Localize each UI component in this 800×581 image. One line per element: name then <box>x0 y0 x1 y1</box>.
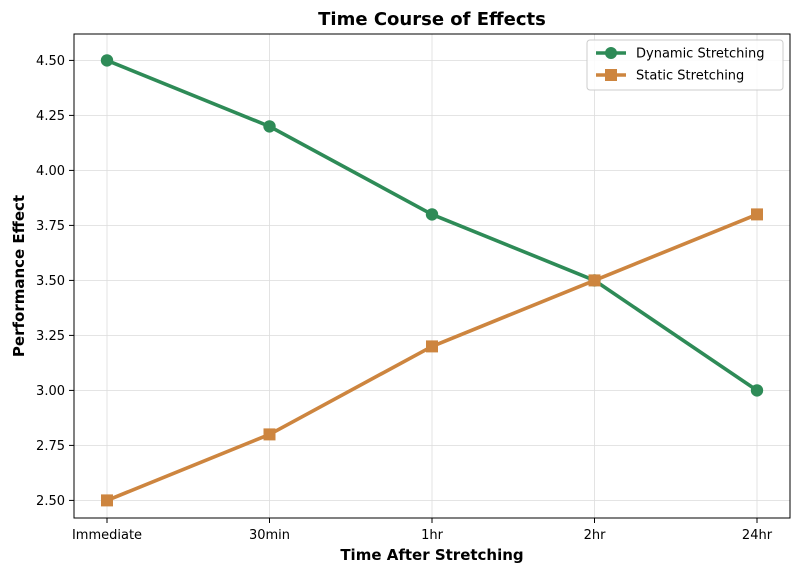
y-tick-label: 3.00 <box>36 384 65 399</box>
data-point-dynamic-stretching <box>100 54 114 67</box>
legend-marker-dynamic-stretching <box>605 47 617 59</box>
x-tick-label: 30min <box>249 528 290 543</box>
grid <box>74 34 790 518</box>
y-tick-label: 3.50 <box>36 274 65 289</box>
data-point-static-stretching <box>751 208 763 221</box>
legend-box <box>586 39 784 91</box>
x-axis: Immediate 30min 1hr 2hr 24hr <box>72 518 773 543</box>
y-tick-label: 4.50 <box>36 54 65 69</box>
chart-title: Time Course of Effects <box>318 9 546 30</box>
data-point-static-stretching <box>101 494 113 507</box>
data-point-dynamic-stretching <box>425 208 439 221</box>
x-tick-label: 24hr <box>742 528 773 543</box>
data-point-dynamic-stretching <box>750 384 764 397</box>
y-tick-label: 2.75 <box>36 439 65 454</box>
y-axis-label: Performance Effect <box>10 195 28 357</box>
y-tick-label: 4.00 <box>36 164 65 179</box>
legend-label-dynamic-stretching: Dynamic Stretching <box>636 47 764 62</box>
legend: Dynamic Stretching Static Stretching <box>586 39 784 91</box>
data-point-static-stretching <box>426 340 438 353</box>
x-tick-label: 1hr <box>421 528 444 543</box>
y-tick-label: 3.25 <box>36 329 65 344</box>
x-axis-label: Time After Stretching <box>340 546 523 564</box>
series-group <box>100 54 764 507</box>
x-tick-label: Immediate <box>72 528 142 543</box>
legend-marker-static-stretching <box>605 69 617 81</box>
data-point-static-stretching <box>263 428 276 441</box>
y-tick-label: 3.75 <box>36 219 65 234</box>
y-tick-label: 4.25 <box>36 109 65 124</box>
legend-label-static-stretching: Static Stretching <box>636 69 744 84</box>
y-axis: 2.50 2.75 3.00 3.25 3.50 3.75 4.00 4.25 4.50 <box>36 54 74 509</box>
x-tick-label: 2hr <box>584 528 607 543</box>
data-point-dynamic-stretching <box>263 120 276 133</box>
data-point-static-stretching <box>588 274 601 287</box>
y-tick-label: 2.50 <box>36 494 65 509</box>
